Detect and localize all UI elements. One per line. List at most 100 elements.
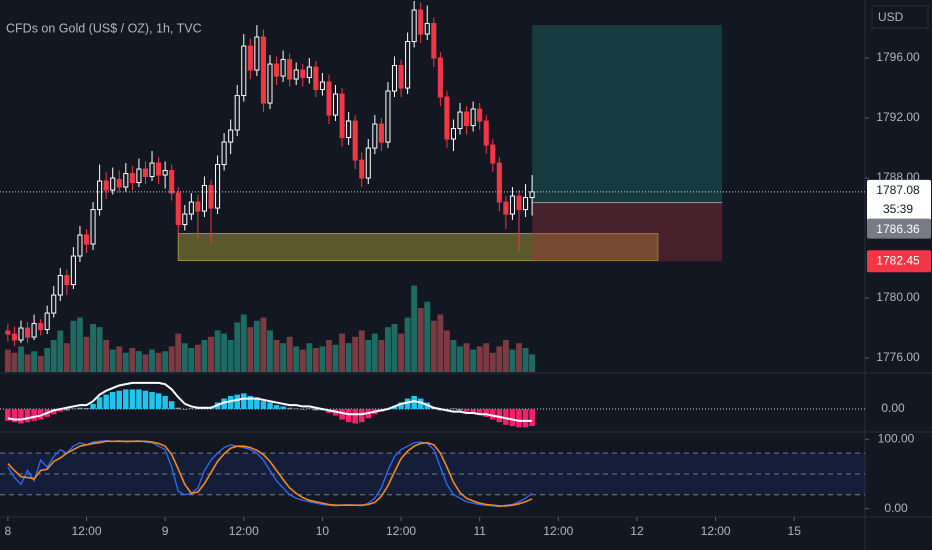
volume-bar (332, 344, 339, 372)
macd-histogram-bar (116, 390, 123, 410)
candle-body (352, 120, 358, 161)
stop-box (867, 250, 931, 273)
candle-body (129, 173, 135, 184)
volume-bar (496, 346, 503, 372)
entry-box (867, 218, 931, 239)
candle-body (267, 63, 273, 104)
candle-body (490, 144, 496, 164)
macd-histogram-bar (142, 390, 149, 410)
macd-histogram-bar (221, 398, 227, 410)
candle-body (24, 327, 31, 338)
candle-body (516, 195, 522, 211)
macd-histogram-bar (109, 392, 116, 410)
volume-bar (293, 346, 300, 372)
volume-bar (4, 349, 11, 372)
x-tick-label: 12:00 (229, 524, 259, 538)
volume-bar (227, 340, 234, 372)
x-tick-label: 12:00 (543, 524, 573, 538)
macd-histogram-bar (522, 409, 529, 428)
candle-body (339, 93, 345, 139)
candle-body (90, 209, 96, 245)
volume-bar (208, 336, 214, 372)
candle-body (18, 327, 24, 341)
volume-bar (31, 351, 38, 372)
volume-bar (83, 336, 90, 372)
candle-body (464, 111, 470, 127)
volume-bar (384, 327, 391, 372)
macd-histogram-bar (37, 409, 44, 420)
candle-body (280, 59, 286, 77)
volume-bar (306, 343, 313, 372)
macd-histogram-bar (149, 392, 155, 410)
macd-histogram-bar (11, 409, 18, 423)
volume-bar (404, 317, 411, 372)
macd-histogram-bar (18, 409, 24, 424)
macd-histogram-bar (155, 393, 162, 410)
macd-histogram-bar (31, 409, 37, 421)
volume-bar (96, 327, 103, 372)
volume-bar (273, 340, 280, 372)
candle-body (215, 164, 221, 209)
volume-bar (463, 343, 470, 372)
volume-bar (326, 340, 332, 372)
volume-bar (489, 352, 496, 372)
volume-bar (457, 346, 463, 372)
volume-bar (37, 356, 44, 372)
candle-body (123, 173, 129, 188)
candle-body (110, 177, 116, 191)
macd-histogram-bar (470, 409, 476, 413)
macd-line (7, 381, 533, 422)
macd-histogram-bar (496, 409, 503, 423)
x-tick-label: 15 (788, 524, 802, 538)
volume-bar (253, 320, 260, 372)
volume-bar (319, 346, 326, 372)
candle-body (431, 23, 437, 59)
macd-histogram-bar (299, 409, 306, 410)
stochastic-d-line (7, 440, 533, 507)
volume-bar (50, 340, 57, 372)
volume-bar (398, 333, 404, 372)
y-tick-label: 1792.00 (876, 110, 920, 124)
macd-histogram-bar (168, 401, 175, 410)
volume-bar (280, 343, 287, 372)
candle-body (169, 170, 175, 194)
volume-bar (483, 343, 490, 372)
candle-body (450, 128, 457, 140)
volume-bar (44, 348, 51, 372)
candle-body (470, 108, 476, 127)
macd-histogram-bar (306, 408, 313, 410)
stop-label: 1782.45 (876, 253, 920, 267)
volume-bar (188, 348, 195, 372)
y-tick-label: 1776.00 (876, 350, 920, 364)
volume-bar (391, 324, 398, 372)
volume-bar (122, 352, 129, 372)
volume-bar (63, 343, 70, 372)
candle-body (365, 147, 371, 179)
candle-body (70, 255, 76, 286)
macd-histogram-bar (77, 407, 83, 410)
candle-body (11, 333, 17, 341)
candle-body (195, 201, 201, 212)
volume-bar (135, 351, 142, 372)
candle-body (523, 197, 529, 211)
candle-body (77, 234, 83, 257)
x-tick-label: 12:00 (701, 524, 731, 538)
candle-body (391, 65, 398, 92)
macd-histogram-bar (463, 409, 470, 412)
macd-histogram-bar (234, 394, 240, 410)
currency-label: USD (878, 10, 904, 24)
candle-body (496, 162, 502, 203)
candle-body (182, 213, 188, 226)
macd-histogram-bar (24, 409, 31, 423)
y-tick-label: 100.00 (878, 431, 915, 445)
macd-histogram-bar (457, 409, 463, 411)
volume-bar (129, 348, 136, 372)
last-price-box (867, 179, 931, 222)
support-zone (177, 233, 659, 262)
candle-body (228, 129, 234, 143)
candle-body (149, 162, 155, 178)
x-tick-label: 12:00 (71, 524, 101, 538)
candle-body (162, 170, 168, 176)
volume-bar (109, 349, 116, 372)
